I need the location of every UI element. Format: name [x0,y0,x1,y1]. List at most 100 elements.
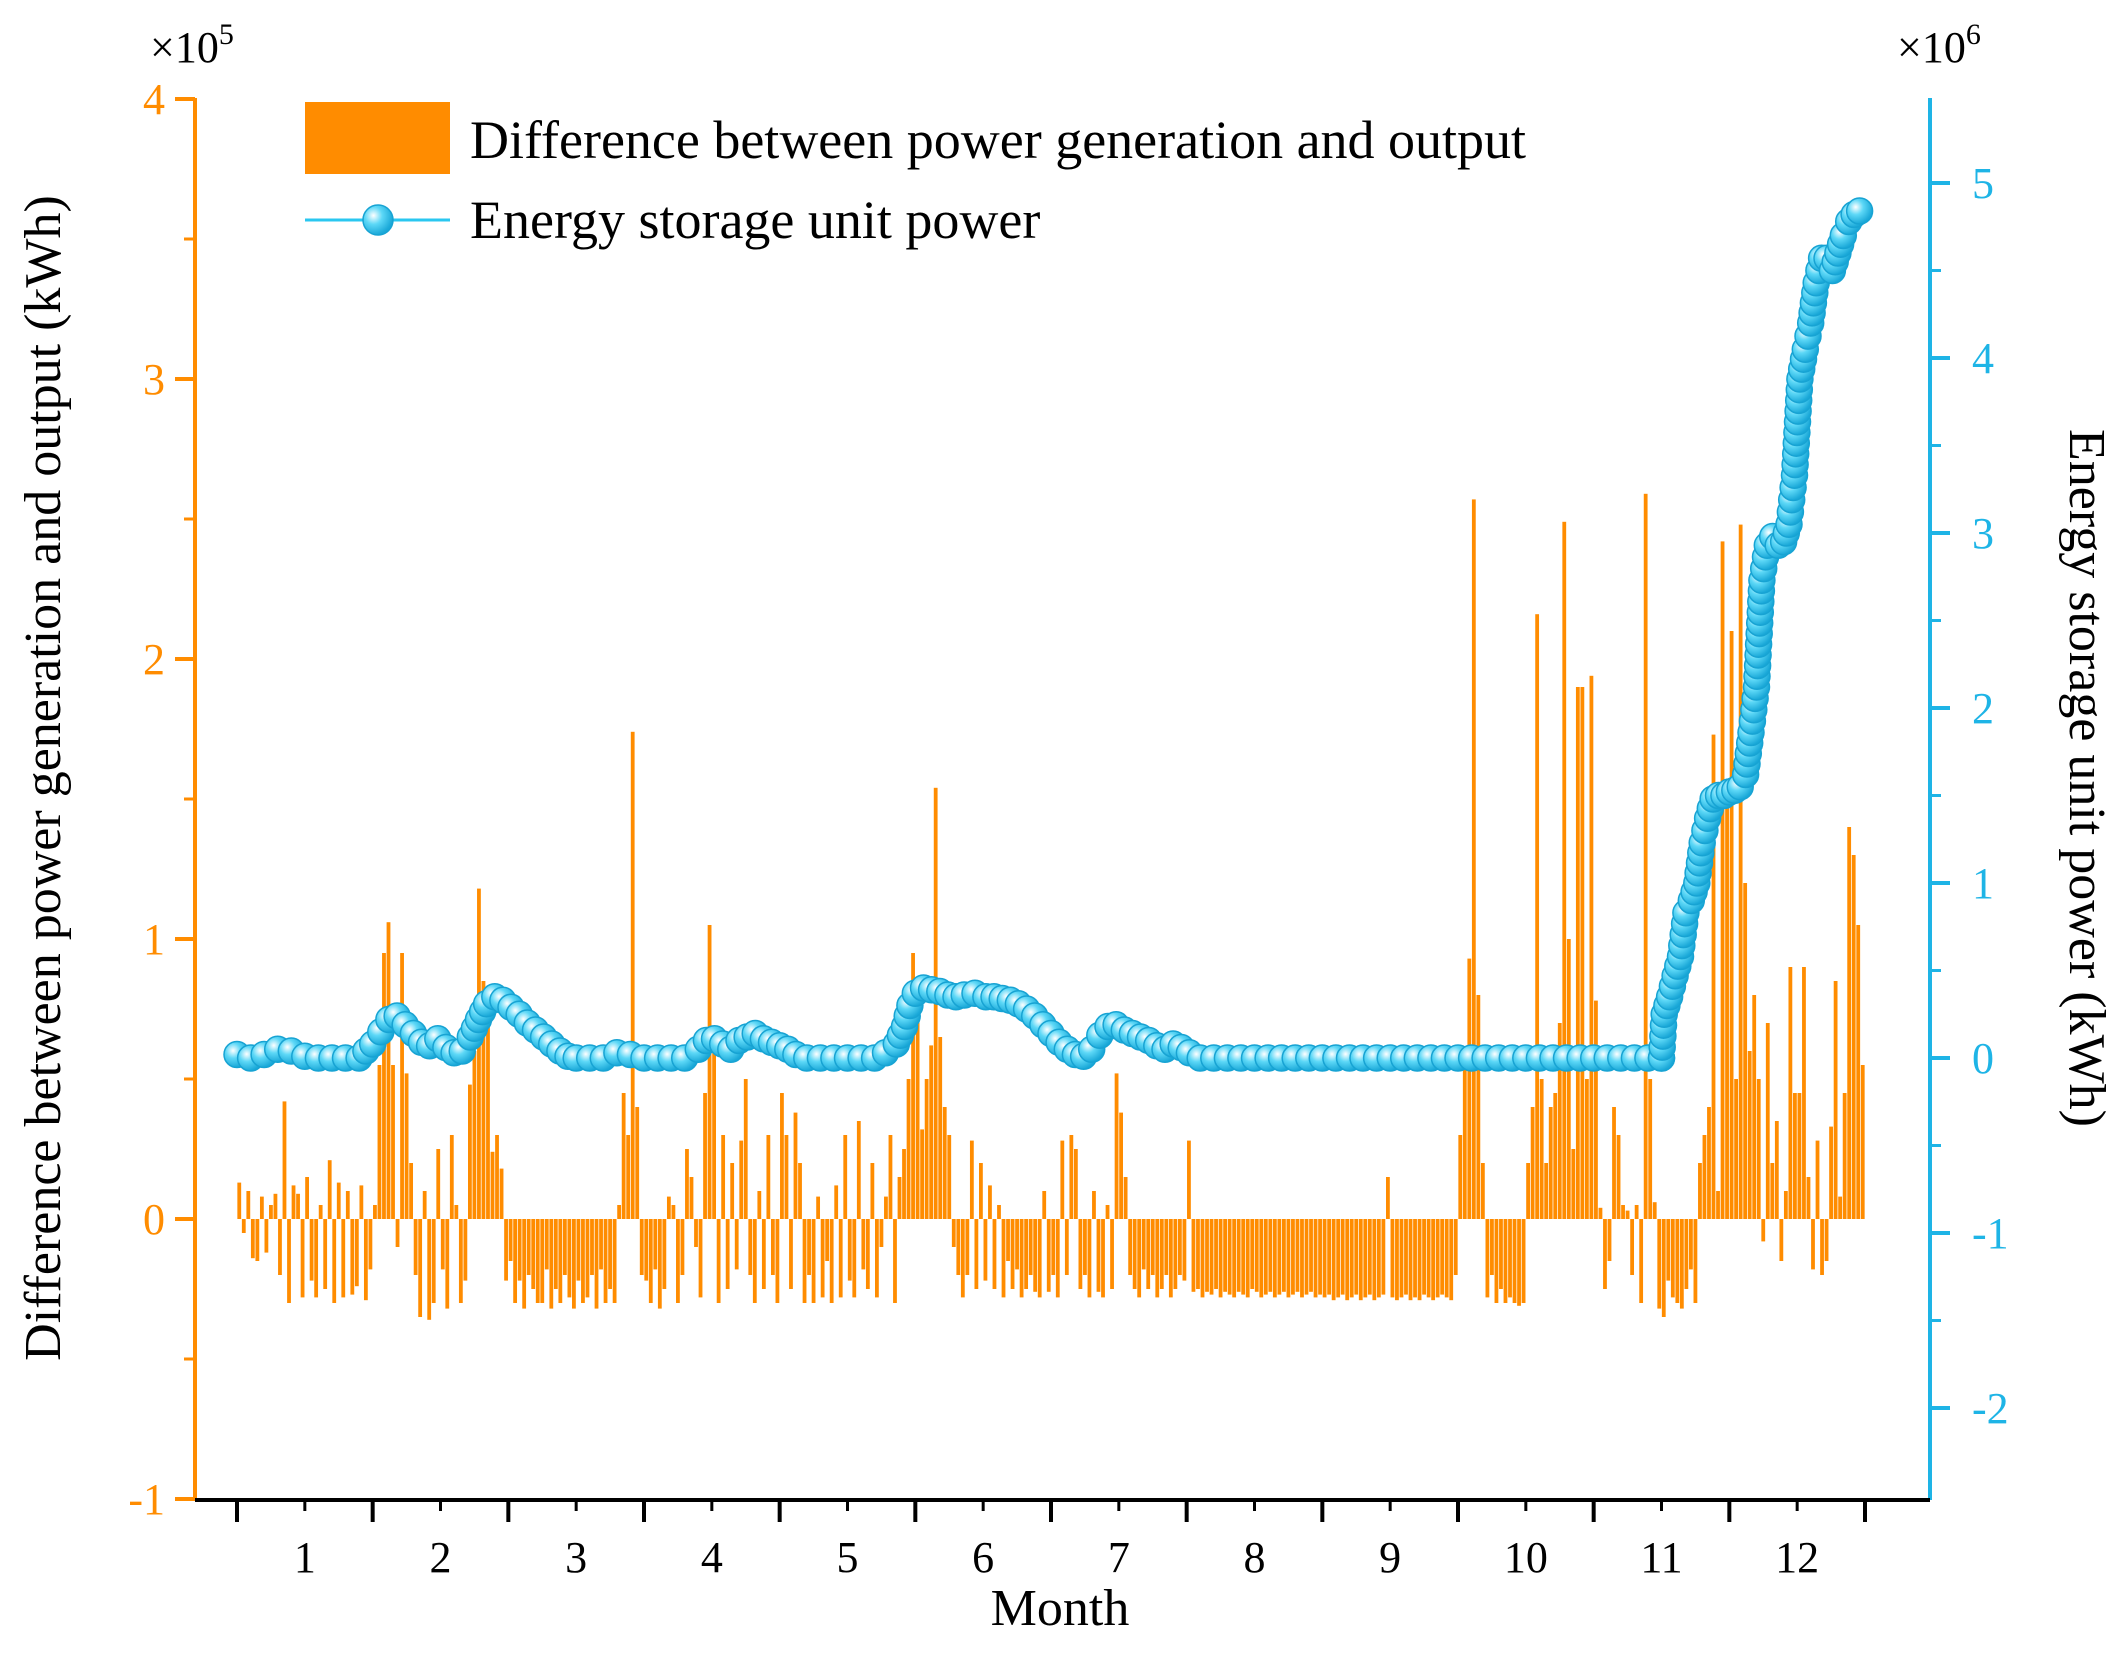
bar [694,1219,698,1247]
bar [630,731,635,1219]
bar [1779,1219,1784,1261]
legend-marker-swatch [362,204,394,236]
bar [915,995,920,1219]
bar [1508,1219,1512,1298]
bar [734,1219,739,1270]
bar [1372,1219,1377,1301]
right-tick-label: 1 [1972,859,1994,908]
bar [938,1037,943,1219]
x-tick-label: 11 [1640,1533,1682,1582]
bar [1218,1219,1223,1298]
bar [1137,1219,1142,1298]
bar [1363,1219,1368,1298]
bar [585,1219,590,1298]
bar [834,1185,839,1219]
bar [1358,1219,1363,1301]
bar [988,1185,992,1219]
bar [269,1205,273,1219]
bar [1096,1219,1101,1292]
bar [1761,1219,1766,1242]
bar [490,1151,495,1219]
bar [1548,1107,1553,1219]
x-tick-label: 3 [565,1533,587,1582]
bar [1571,1149,1576,1219]
right-axis-multiplier: ×106 [1897,18,1981,72]
bar [960,1219,965,1298]
bar [1449,1219,1454,1301]
bar [1458,1135,1463,1219]
bar [712,1051,716,1219]
bar [1395,1219,1399,1301]
bar [359,1185,364,1219]
bar [685,1149,689,1219]
bar [703,1093,707,1219]
bar [1530,1107,1535,1219]
bar [725,1219,730,1289]
x-tick-label: 6 [972,1533,994,1582]
bar [1707,1107,1711,1219]
bar [617,1205,622,1219]
bar [1367,1219,1372,1295]
bar [775,1219,780,1303]
bar [531,1219,536,1289]
bar [766,1135,771,1219]
bar [1187,1140,1191,1219]
bar [1729,631,1734,1219]
bar [1661,1219,1666,1317]
bar [1132,1219,1137,1289]
bar [1159,1219,1164,1289]
bar [581,1219,585,1303]
bar [504,1219,508,1281]
bar [861,1219,866,1270]
left-axis-multiplier: ×105 [150,18,234,72]
bar [1698,1163,1702,1219]
bar [707,925,712,1219]
bar [1584,1079,1589,1219]
bar [1756,1079,1761,1219]
bar [1236,1219,1241,1292]
bar [472,1051,477,1219]
bar [875,1219,879,1298]
bar [1015,1219,1019,1270]
storage-marker [1845,197,1874,225]
bar [1232,1219,1237,1298]
bar [409,1163,414,1219]
bar [1625,1210,1630,1219]
bar [386,922,391,1219]
bar [332,1219,337,1303]
bar [838,1219,843,1298]
x-tick-label: 5 [837,1533,859,1582]
bar [1607,1219,1612,1261]
bar [1765,1023,1770,1219]
bar [1539,1079,1544,1219]
bar [1019,1219,1024,1298]
bar [811,1219,816,1303]
bar [1300,1219,1304,1298]
bar [1390,1219,1395,1298]
bar [698,1219,703,1298]
bar [1679,1219,1684,1309]
bar [345,1191,350,1219]
bar [404,1073,409,1219]
bar [1313,1219,1318,1298]
right-multiplier-exp: 6 [1966,18,1981,51]
bar [508,1219,513,1261]
bar [856,1121,861,1219]
bar [621,1093,626,1219]
bar [1471,499,1476,1219]
bar [440,1219,445,1270]
bar [427,1219,432,1320]
bar [870,1163,875,1219]
bar [246,1191,251,1219]
bar [662,1219,667,1289]
x-tick-label: 9 [1379,1533,1401,1582]
bar [1829,1126,1833,1219]
bar [1621,1205,1625,1219]
bar [1535,614,1540,1219]
bar [336,1182,341,1219]
bar [1114,1073,1119,1219]
bar [730,1163,735,1219]
bar [666,1196,671,1219]
bar [1851,855,1856,1219]
bar [983,1219,988,1281]
